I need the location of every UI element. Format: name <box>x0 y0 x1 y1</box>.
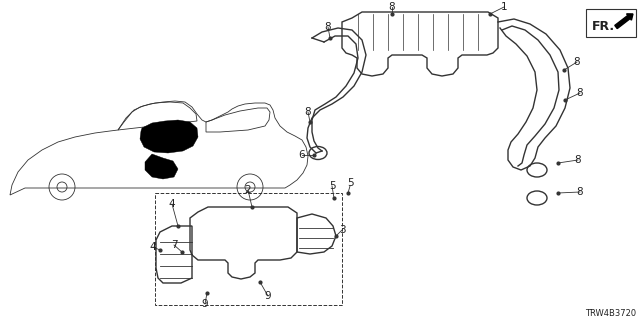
Text: 8: 8 <box>577 187 583 197</box>
Polygon shape <box>140 120 198 153</box>
Text: 8: 8 <box>575 155 581 165</box>
Text: 9: 9 <box>202 299 208 309</box>
Text: 7: 7 <box>171 240 177 250</box>
Text: 4: 4 <box>150 242 156 252</box>
Text: FR.: FR. <box>592 20 615 33</box>
Text: 6: 6 <box>299 150 305 160</box>
Text: TRW4B3720: TRW4B3720 <box>585 309 636 318</box>
Text: 8: 8 <box>577 88 583 98</box>
Text: 9: 9 <box>265 291 271 301</box>
Text: 8: 8 <box>305 107 311 117</box>
Text: 8: 8 <box>324 22 332 32</box>
Text: 3: 3 <box>339 225 346 235</box>
Polygon shape <box>145 154 178 179</box>
Text: 8: 8 <box>388 2 396 12</box>
Text: 4: 4 <box>169 199 175 209</box>
Text: 1: 1 <box>500 2 508 12</box>
Text: 2: 2 <box>244 185 252 195</box>
Text: 5: 5 <box>329 181 335 191</box>
Text: 8: 8 <box>573 57 580 67</box>
Text: 5: 5 <box>347 178 353 188</box>
FancyArrow shape <box>615 14 633 28</box>
